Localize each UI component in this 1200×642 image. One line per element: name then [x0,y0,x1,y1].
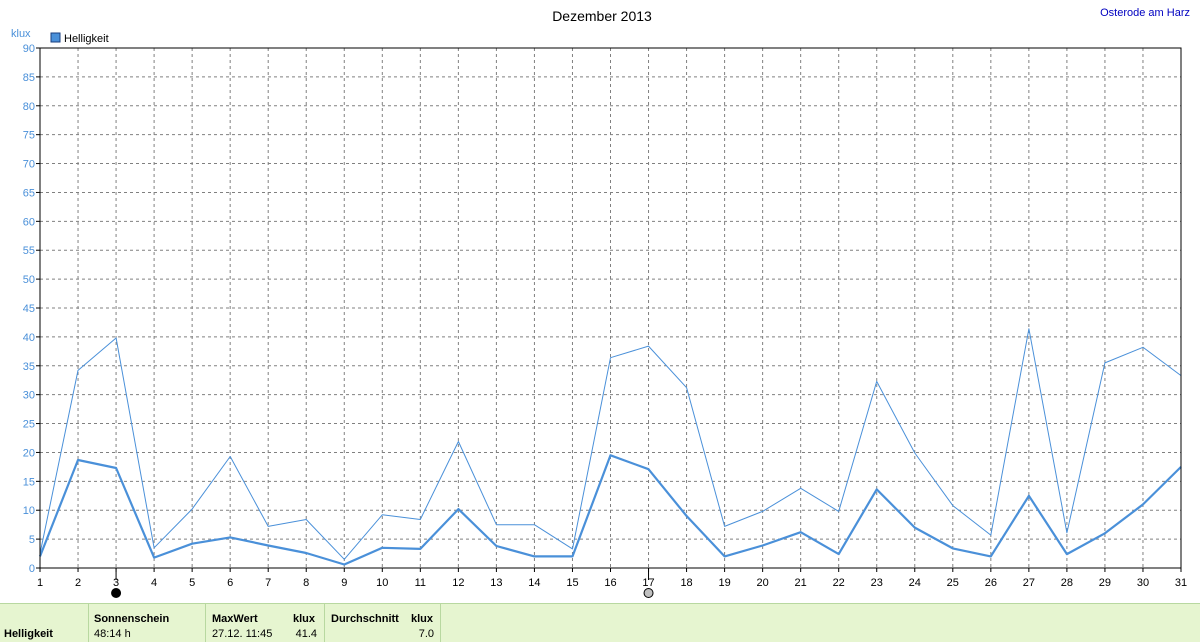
x-tick-label: 21 [795,577,807,589]
y-tick-label: 35 [23,361,35,373]
x-tick-label: 28 [1061,577,1073,589]
stats-panel: Helligkeit Sonnenschein 48:14 h MaxWert … [0,603,1200,642]
x-tick-label: 30 [1137,577,1149,589]
x-tick-label: 20 [757,577,769,589]
y-tick-label: 5 [29,534,35,546]
x-tick-label: 13 [490,577,502,589]
y-tick-label: 30 [23,390,35,402]
y-tick-label: 50 [23,274,35,286]
sunshine-label: Sonnenschein [94,613,170,625]
y-tick-label: 85 [23,72,35,84]
chart-title: Dezember 2013 [552,8,652,24]
x-tick-label: 29 [1099,577,1111,589]
plot-frame [39,47,1182,569]
avg-cell: Durchschnitt klux 7.0 [325,604,441,642]
sunshine-cell: Sonnenschein 48:14 h [89,604,206,642]
y-tick-label: 55 [23,245,35,257]
y-tick-label: 65 [23,187,35,199]
brightness-chart: Dezember 2013 Osterode am Harz klux Hell… [11,7,1190,598]
y-tick-label: 25 [23,419,35,431]
x-tick-label: 1 [37,577,43,589]
x-tick-label: 23 [871,577,883,589]
x-tick-label: 7 [265,577,271,589]
series-line-thin [39,328,1182,560]
location-label: Osterode am Harz [1100,7,1190,19]
x-tick-label: 19 [718,577,730,589]
x-tick-label: 9 [341,577,347,589]
y-tick-label: 20 [23,447,35,459]
avg-unit: klux [411,613,434,625]
x-tick-label: 15 [566,577,578,589]
new-moon-icon [111,588,122,598]
y-tick-label: 45 [23,303,35,315]
y-tick-label: 0 [29,563,35,575]
x-tick-label: 17 [642,577,654,589]
y-tick-label: 60 [23,216,35,228]
x-tick-label: 11 [415,577,426,589]
x-tick-label: 8 [303,577,309,589]
y-tick-label: 10 [23,505,35,517]
y-tick-label: 80 [23,101,35,113]
x-tick-label: 14 [528,577,540,589]
avg-value: 7.0 [418,628,434,640]
x-tick-label: 31 [1175,577,1187,589]
x-axis-ticks: 1 2 3 4 5 6 7 8 9 10 11 12 13 14 15 16 17 18 19 20 21 22 23 24 2… [37,568,1187,589]
legend-label: Helligkeit [64,33,109,45]
max-cell: MaxWert klux 27.12. 11:45 41.4 [206,604,325,642]
max-unit: klux [293,613,316,625]
y-tick-label: 75 [23,130,35,142]
stats-row-label: Helligkeit [4,628,53,640]
series-line-thick [38,454,1182,566]
legend-swatch [50,32,61,43]
y-axis-unit: klux [11,28,31,40]
moon-markers [111,568,654,598]
x-tick-label: 5 [189,577,195,589]
max-date: 27.12. 11:45 [212,628,273,640]
x-tick-label: 12 [452,577,464,589]
x-tick-label: 2 [75,577,81,589]
y-tick-label: 40 [23,332,35,344]
x-tick-label: 6 [227,577,233,589]
x-tick-label: 4 [151,577,157,589]
y-axis-ticks: 0 5 10 15 20 25 30 35 40 45 50 55 60 65 70 75 80 85 90 [23,43,40,575]
max-value: 41.4 [295,628,317,640]
y-tick-label: 90 [23,43,35,55]
max-label: MaxWert [212,613,258,625]
full-moon-icon [643,588,654,598]
x-tick-label: 3 [113,577,119,589]
y-tick-label: 15 [23,476,35,488]
x-tick-label: 24 [909,577,921,589]
y-tick-label: 70 [23,159,35,171]
x-tick-label: 27 [1023,577,1035,589]
x-tick-label: 26 [985,577,997,589]
series-lines [38,328,1182,566]
legend: Helligkeit [50,32,109,45]
grid [40,48,1181,568]
x-tick-label: 22 [833,577,845,589]
sunshine-value: 48:14 h [94,628,131,640]
avg-label: Durchschnitt [331,613,399,625]
stats-label-cell: Helligkeit [0,604,89,642]
x-tick-label: 18 [680,577,692,589]
x-tick-label: 16 [604,577,616,589]
x-tick-label: 25 [947,577,959,589]
x-tick-label: 10 [376,577,388,589]
